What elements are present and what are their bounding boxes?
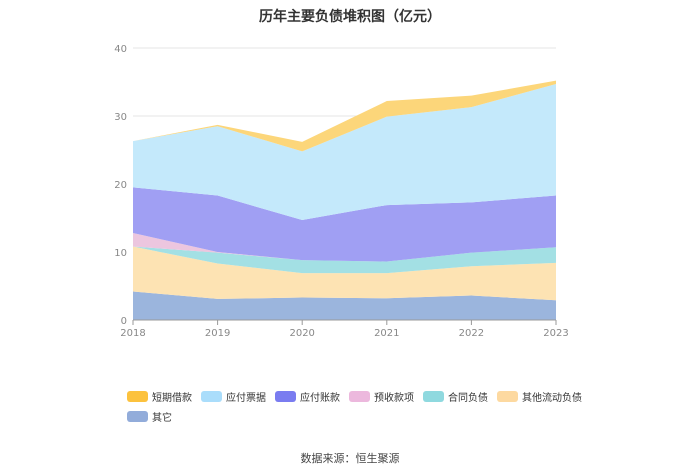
area-series-1 <box>133 246 556 301</box>
legend-swatch <box>201 391 222 402</box>
legend-swatch <box>275 391 296 402</box>
source-note: 数据来源：恒生聚源 <box>300 452 400 465</box>
chart-title: 历年主要负债堆积图（亿元） <box>259 9 441 25</box>
legend-item[interactable]: 预收款项 <box>349 389 414 404</box>
stacked-areas <box>133 80 556 320</box>
y-tick-label: 20 <box>114 180 127 191</box>
legend-item[interactable]: 其他流动负债 <box>497 389 582 404</box>
legend-item[interactable]: 短期借款 <box>127 389 192 404</box>
y-tick-label: 30 <box>114 112 127 123</box>
x-tick-label: 2021 <box>374 328 399 339</box>
area-series-2 <box>133 246 556 274</box>
x-tick-label: 2022 <box>459 328 484 339</box>
legend-swatch <box>349 391 370 402</box>
area-series-4 <box>133 187 556 262</box>
legend-swatch <box>127 411 148 422</box>
area-series-3 <box>133 232 556 262</box>
legend-label: 合同负债 <box>448 393 488 404</box>
area-series-0 <box>133 291 556 320</box>
legend-item[interactable]: 应付票据 <box>201 389 266 404</box>
legend-label: 应付账款 <box>300 393 340 404</box>
legend-item[interactable]: 其它 <box>127 409 172 424</box>
y-tick-label: 10 <box>114 248 127 259</box>
x-tick-label: 2019 <box>205 328 230 339</box>
legend-label: 其他流动负债 <box>522 393 582 404</box>
legend-item[interactable]: 应付账款 <box>275 389 340 404</box>
legend-swatch <box>497 391 518 402</box>
legend-label: 短期借款 <box>152 393 192 404</box>
legend-swatch <box>423 391 444 402</box>
area-series-6 <box>133 80 556 152</box>
legend-item[interactable]: 合同负债 <box>423 389 488 404</box>
x-tick-label: 2020 <box>289 328 314 339</box>
axes: 0 10 20 30 40 2018 2019 2020 2021 2022 2023 <box>114 44 568 339</box>
legend-label: 预收款项 <box>374 393 414 404</box>
area-series-5 <box>133 84 556 221</box>
x-tick-label: 2018 <box>120 328 145 339</box>
y-tick-label: 0 <box>121 316 127 327</box>
legend-label: 其它 <box>152 413 172 424</box>
y-tick-label: 40 <box>114 44 127 55</box>
legend-label: 应付票据 <box>226 393 266 404</box>
x-tick-label: 2023 <box>543 328 568 339</box>
chart-plot: 0 10 20 30 40 2018 2019 2020 2021 2022 2023 <box>114 44 568 339</box>
legend-swatch <box>127 391 148 402</box>
